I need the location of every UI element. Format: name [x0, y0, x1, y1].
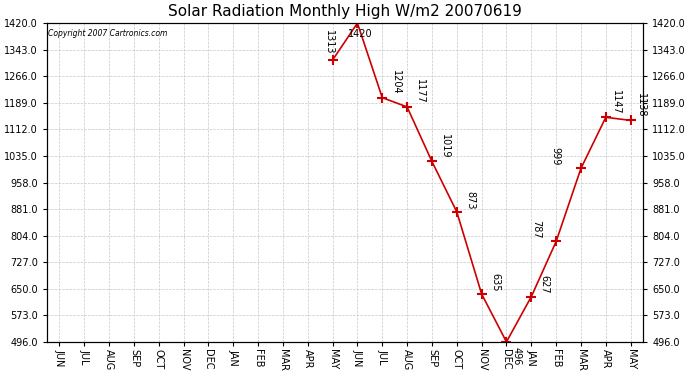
Text: 1019: 1019: [440, 134, 451, 159]
Text: 635: 635: [490, 273, 500, 291]
Title: Solar Radiation Monthly High W/m2 20070619: Solar Radiation Monthly High W/m2 200706…: [168, 4, 522, 19]
Text: 1147: 1147: [611, 90, 622, 114]
Text: 999: 999: [551, 147, 560, 166]
Text: 873: 873: [465, 190, 475, 209]
Text: 627: 627: [540, 275, 550, 294]
Text: 787: 787: [531, 220, 541, 239]
Text: 1138: 1138: [636, 93, 647, 118]
Text: 496: 496: [512, 348, 522, 366]
Text: 1204: 1204: [391, 70, 401, 95]
Text: 1313: 1313: [324, 30, 334, 54]
Text: Copyright 2007 Cartronics.com: Copyright 2007 Cartronics.com: [48, 30, 168, 39]
Text: 1177: 1177: [415, 80, 426, 104]
Text: 1420: 1420: [348, 28, 373, 39]
